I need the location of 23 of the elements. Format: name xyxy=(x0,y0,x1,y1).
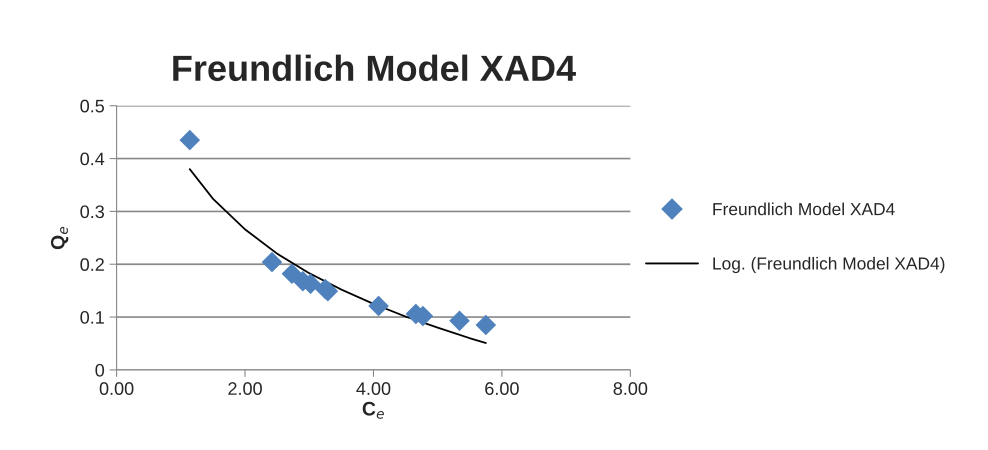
point xyxy=(476,314,496,336)
y-tick-label: 0.5 xyxy=(80,100,104,112)
x-tick-label: 4.00 xyxy=(356,382,390,395)
y-tick-label: 0.4 xyxy=(80,152,104,166)
point xyxy=(449,310,470,332)
x-tick-label: 0.00 xyxy=(100,382,134,395)
y-tick-label: 0.1 xyxy=(80,311,104,324)
y-axis-title: Q$_{e}$ xyxy=(50,226,68,250)
y-tick-label: 0.2 xyxy=(80,258,104,271)
x-axis-title: C$_{e}$ xyxy=(362,402,384,419)
point xyxy=(179,130,200,150)
legend-label: Freundlich Model XAD4 xyxy=(713,202,895,216)
y-tick-label: 0.3 xyxy=(80,205,104,218)
x-tick-label: 8.00 xyxy=(614,382,648,395)
point xyxy=(368,296,389,316)
line-series xyxy=(188,168,487,344)
legend-label: Log. (Freundlich Model XAD4) xyxy=(713,256,944,274)
point xyxy=(282,263,302,284)
point xyxy=(262,252,282,272)
x-tick-label: 2.00 xyxy=(228,382,262,395)
x-tick-label: 6.00 xyxy=(485,382,519,395)
y-tick-label: 0 xyxy=(95,364,104,377)
chart-title: Freundlich Model XAD4 xyxy=(173,54,576,82)
